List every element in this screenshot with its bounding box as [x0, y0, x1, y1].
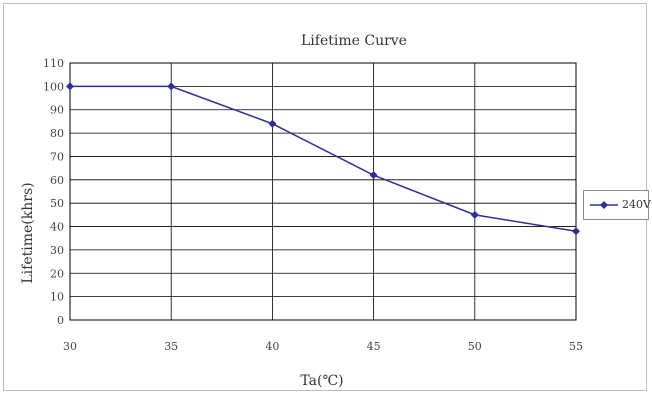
legend-label-240v: 240V	[622, 198, 651, 211]
y-tick-label: 110	[43, 57, 64, 70]
data-point	[369, 171, 378, 180]
y-tick-label: 0	[57, 314, 64, 327]
y-tick-label: 60	[50, 174, 64, 187]
series-line-240v	[70, 85, 577, 232]
y-tick-label: 50	[50, 197, 64, 210]
data-point	[167, 82, 176, 91]
y-tick-label: 20	[50, 267, 64, 280]
data-point	[66, 82, 74, 91]
x-tick-label: 45	[367, 340, 381, 353]
y-axis-label: Lifetime(khrs)	[20, 182, 36, 283]
x-tick-label: 40	[265, 340, 279, 353]
y-tick-label: 100	[43, 80, 64, 93]
x-tick-label: 50	[468, 340, 482, 353]
legend: 240V	[583, 190, 651, 220]
x-tick-label: 55	[569, 340, 583, 353]
legend-marker	[600, 201, 608, 209]
x-tick-label: 30	[63, 340, 77, 353]
data-point	[268, 119, 277, 128]
data-point	[470, 210, 479, 219]
x-axis-label: Ta(℃)	[300, 373, 343, 389]
y-tick-label: 80	[50, 127, 64, 140]
y-tick-label: 40	[50, 221, 64, 234]
y-tick-label: 70	[50, 150, 64, 163]
y-tick-label: 90	[50, 104, 64, 117]
y-tick-label: 30	[50, 244, 64, 257]
y-tick-label: 10	[50, 291, 64, 304]
chart-title: Lifetime Curve	[301, 33, 407, 49]
plot-area	[69, 62, 577, 321]
x-tick-label: 35	[164, 340, 178, 353]
data-point	[572, 227, 580, 236]
